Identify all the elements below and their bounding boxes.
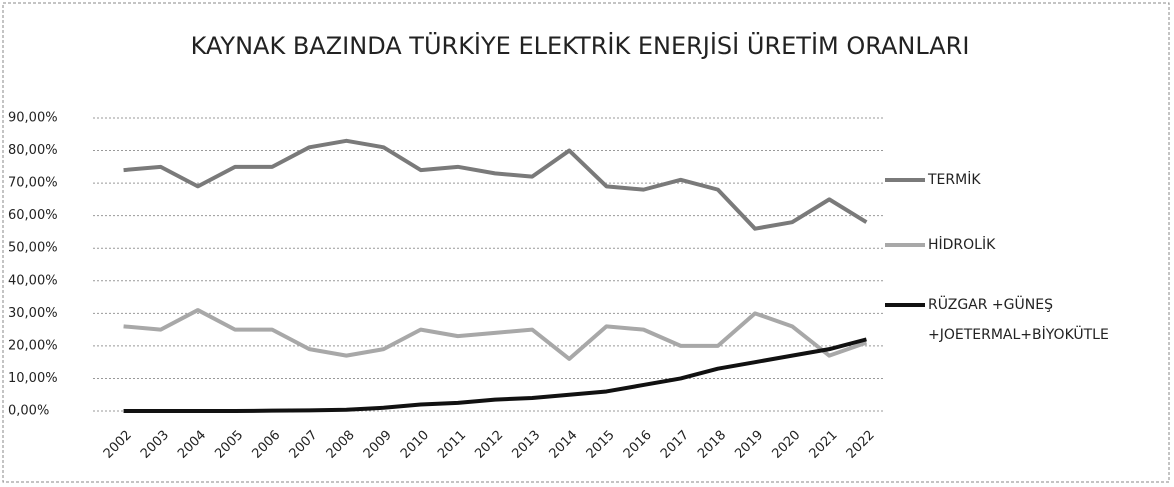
x-tick-label: 2021 (807, 428, 841, 462)
y-tick-label: 90,00% (8, 111, 58, 126)
series-line (123, 138, 868, 231)
x-tick-label: 2013 (509, 428, 543, 462)
x-tick-label: 2011 (435, 428, 469, 462)
x-tick-label: 2018 (695, 428, 729, 462)
x-tick-label: 2005 (212, 428, 246, 462)
x-tick-label: 2002 (101, 428, 135, 462)
x-tick-label: 2019 (732, 428, 766, 462)
x-tick-label: 2016 (621, 428, 655, 462)
x-tick-label: 2017 (658, 428, 692, 462)
y-tick-label: 50,00% (8, 241, 58, 256)
chart-title: KAYNAK BAZINDA TÜRKİYE ELEKTRİK ENERJİSİ… (191, 31, 970, 60)
legend-label: TERMİK (928, 172, 981, 188)
y-tick-label: 20,00% (8, 338, 58, 353)
x-tick-label: 2003 (138, 428, 172, 462)
y-tick-label: 10,00% (8, 371, 58, 386)
x-tick-label: 2014 (547, 428, 581, 462)
x-tick-label: 2012 (472, 428, 506, 462)
legend-label: HİDROLİK (928, 237, 996, 253)
x-tick-label: 2015 (584, 428, 618, 462)
x-tick-label: 2004 (175, 428, 209, 462)
series-line (123, 337, 867, 413)
x-tick-label: 2009 (361, 428, 395, 462)
y-tick-label: 60,00% (8, 208, 58, 223)
y-tick-label: 0,00% (8, 404, 49, 419)
y-tick-label: 30,00% (8, 306, 58, 321)
y-tick-label: 70,00% (8, 176, 58, 191)
y-tick-label: 40,00% (8, 273, 58, 288)
x-tick-label: 2022 (844, 428, 878, 462)
y-tick-label: 80,00% (8, 143, 58, 158)
series-line (123, 308, 868, 361)
x-tick-label: 2007 (287, 428, 321, 462)
x-tick-label: 2010 (398, 428, 432, 462)
x-tick-label: 2008 (324, 428, 358, 462)
x-tick-label: 2020 (769, 428, 803, 462)
x-tick-label: 2006 (249, 428, 283, 462)
legend-label: RÜZGAR +GÜNEŞ +JOETERMAL+BİYOKÜTLE (928, 297, 1109, 343)
